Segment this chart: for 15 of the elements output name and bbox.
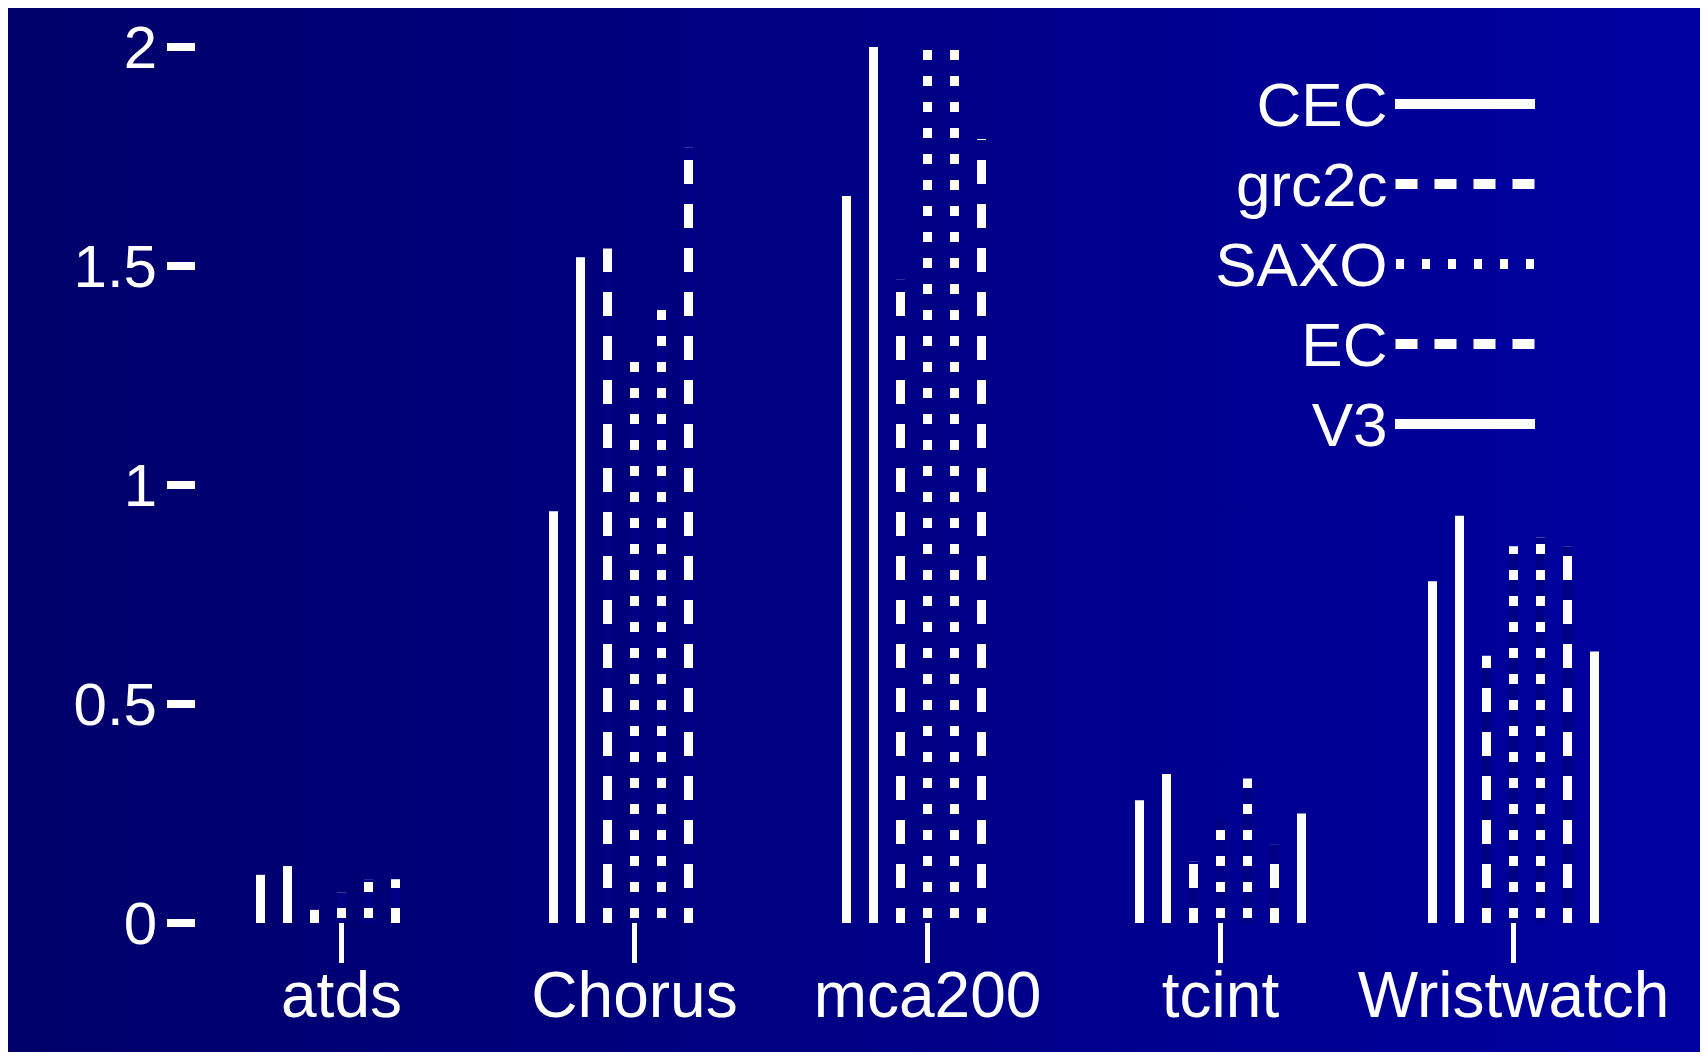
legend-label: CEC <box>1256 69 1388 139</box>
x-tick-label: tcint <box>1161 959 1280 1031</box>
y-tick-label: 1.5 <box>73 232 157 300</box>
x-tick-label: atds <box>281 959 402 1031</box>
y-tick-label: 0.5 <box>73 670 157 738</box>
x-tick-label: Wristwatch <box>1357 959 1670 1031</box>
y-tick-label: 1 <box>123 451 157 519</box>
legend-label: EC <box>1301 309 1388 379</box>
y-tick-label: 0 <box>123 889 157 957</box>
y-tick-label: 2 <box>123 13 157 81</box>
legend-label: grc2c <box>1235 149 1388 219</box>
x-tick-label: Chorus <box>531 959 738 1031</box>
x-tick-label: mca200 <box>813 959 1042 1031</box>
legend-label: V3 <box>1311 389 1388 459</box>
legend-label: SAXO <box>1215 229 1388 299</box>
